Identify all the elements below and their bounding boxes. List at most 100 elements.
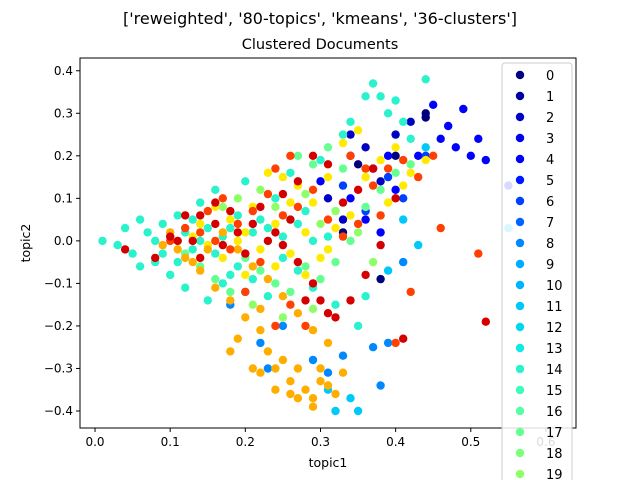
x-tick-label: 0.3: [311, 435, 330, 449]
data-point: [323, 368, 333, 377]
data-point: [271, 202, 280, 212]
data-point: [293, 177, 303, 186]
data-point: [248, 206, 257, 216]
data-point: [233, 262, 242, 271]
data-point: [474, 134, 483, 143]
data-point: [444, 121, 453, 131]
data-point: [248, 219, 257, 229]
data-point: [361, 270, 370, 280]
data-point: [151, 253, 160, 263]
legend-label: 3: [546, 132, 554, 147]
data-point: [203, 206, 212, 216]
data-point: [173, 211, 182, 220]
data-point: [211, 236, 220, 246]
data-point: [278, 172, 288, 182]
data-point: [361, 92, 370, 101]
data-point: [353, 228, 363, 237]
points-layer: [98, 75, 513, 416]
data-point: [361, 202, 370, 212]
data-point: [301, 206, 310, 216]
legend-label: 12: [546, 321, 563, 336]
y-tick-label: −0.3: [44, 361, 73, 375]
data-point: [481, 155, 490, 165]
legend-marker: [515, 385, 525, 395]
data-point: [301, 228, 310, 237]
legend-marker: [515, 280, 525, 290]
legend-label: 2: [546, 111, 554, 126]
legend-marker: [515, 154, 525, 164]
data-point: [383, 338, 393, 348]
data-point: [331, 300, 340, 309]
data-point: [256, 257, 265, 267]
data-point: [391, 151, 400, 160]
data-point: [293, 202, 303, 212]
legend-label: 8: [546, 237, 554, 252]
data-point: [181, 283, 190, 292]
data-point: [421, 155, 430, 165]
data-point: [301, 385, 310, 394]
legend-label: 4: [546, 153, 554, 168]
data-point: [338, 198, 348, 207]
data-point: [271, 194, 280, 203]
data-point: [361, 292, 370, 301]
data-point: [308, 394, 318, 403]
legend-label: 6: [546, 195, 554, 210]
data-point: [338, 130, 348, 139]
data-point: [316, 274, 325, 284]
data-point: [278, 292, 288, 301]
data-point: [383, 172, 393, 182]
data-point: [376, 381, 385, 390]
data-point: [181, 253, 190, 263]
data-point: [308, 279, 318, 288]
data-point: [323, 160, 333, 169]
data-point: [323, 172, 333, 182]
data-point: [353, 406, 363, 416]
data-point: [406, 160, 415, 169]
x-tick-label: 0.2: [236, 435, 255, 449]
data-point: [286, 215, 295, 224]
data-point: [383, 164, 393, 173]
data-point: [218, 253, 227, 263]
legend-marker: [515, 406, 525, 416]
legend-marker: [515, 196, 525, 206]
data-point: [218, 228, 227, 237]
x-axis-label: topic1: [309, 455, 348, 470]
data-point: [353, 219, 363, 229]
data-point: [233, 194, 242, 203]
legend-marker: [515, 448, 525, 458]
y-tick-label: −0.1: [44, 276, 73, 290]
data-point: [368, 79, 378, 88]
data-point: [278, 253, 288, 263]
y-tick-label: −0.4: [44, 404, 73, 418]
data-point: [346, 194, 355, 203]
data-point: [316, 377, 325, 386]
data-point: [135, 262, 145, 271]
data-point: [331, 206, 340, 216]
data-point: [353, 185, 363, 194]
data-point: [218, 194, 227, 203]
data-point: [188, 257, 197, 267]
legend-marker: [515, 91, 525, 101]
data-point: [421, 75, 430, 84]
data-point: [481, 317, 490, 326]
data-point: [211, 274, 220, 284]
data-point: [166, 270, 175, 280]
data-point: [338, 164, 348, 173]
data-point: [368, 343, 378, 352]
data-point: [406, 134, 415, 143]
data-point: [173, 245, 182, 254]
data-point: [399, 334, 408, 343]
data-point: [323, 245, 333, 254]
data-point: [391, 96, 400, 105]
data-point: [376, 228, 385, 237]
data-point: [128, 249, 137, 258]
legend-label: 1: [546, 90, 554, 105]
data-point: [135, 215, 145, 224]
data-point: [338, 138, 348, 148]
data-point: [196, 198, 205, 207]
data-point: [331, 223, 340, 233]
data-point: [181, 211, 190, 220]
data-point: [466, 151, 475, 160]
data-point: [248, 262, 257, 271]
